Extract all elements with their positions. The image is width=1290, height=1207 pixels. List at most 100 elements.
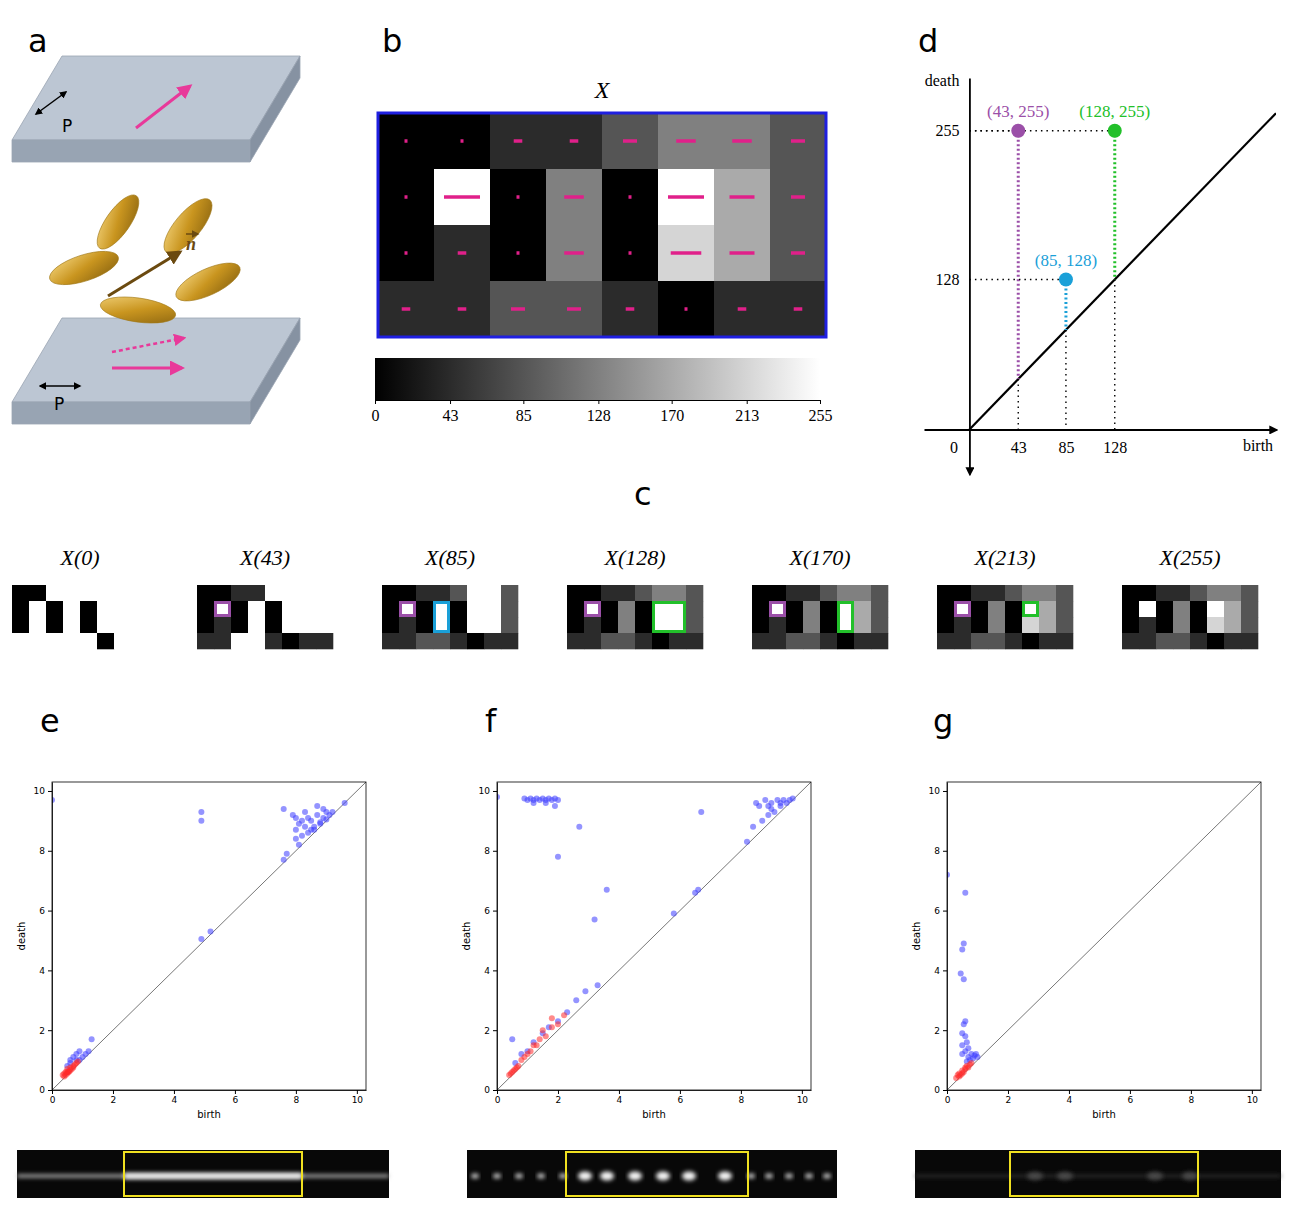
diagonal [969, 113, 1276, 429]
orientation-dash [567, 307, 581, 311]
pixel [416, 585, 433, 601]
panel-label: d [918, 22, 938, 60]
pixel [635, 633, 652, 649]
grid-title: X [594, 77, 611, 103]
point-label: (85, 128) [1035, 251, 1097, 270]
plate-face [12, 140, 250, 162]
point [561, 1012, 567, 1018]
tick: 128 [587, 400, 611, 424]
pixel [769, 617, 786, 633]
pixel [484, 617, 501, 633]
point [198, 818, 204, 824]
point [555, 797, 561, 803]
pixel [97, 601, 114, 617]
diagonal [52, 782, 366, 1090]
pixel [786, 585, 803, 601]
tick: 255 [935, 122, 969, 139]
orientation-dash [791, 251, 805, 255]
micrograph [915, 1150, 1281, 1198]
point [302, 809, 308, 815]
pixel [567, 617, 584, 633]
pixel [854, 617, 871, 633]
tick-mark [48, 911, 52, 912]
pixel [382, 585, 399, 601]
axis-line [948, 1090, 1262, 1091]
pixel [197, 601, 214, 617]
tick-mark [174, 1090, 175, 1094]
filtration-step: X(85) [382, 545, 518, 649]
guide-line [969, 130, 1114, 131]
pixel [1173, 617, 1190, 633]
pixel [80, 617, 97, 633]
tick: 2 [484, 1026, 497, 1036]
hole-box [1024, 603, 1038, 616]
pixel [546, 113, 602, 169]
pixel [602, 169, 658, 225]
plate-face [250, 56, 300, 162]
hole-box [771, 603, 785, 616]
pixel [601, 601, 618, 617]
tick-mark [493, 1030, 497, 1031]
step-title: X(43) [239, 545, 290, 570]
pixel [1139, 585, 1156, 601]
droplet [765, 1174, 773, 1179]
tick-mark [1008, 1090, 1009, 1094]
tick-label: 8 [934, 846, 940, 856]
pixel [1173, 585, 1190, 601]
point [555, 1021, 561, 1027]
orientation-dash [730, 195, 755, 199]
panel-label: a [28, 22, 48, 60]
pixel [434, 169, 490, 225]
point [595, 982, 601, 988]
point [671, 911, 677, 917]
pixel [937, 633, 954, 649]
pixel [46, 617, 63, 633]
point [959, 1071, 965, 1077]
axis-line [497, 783, 498, 1091]
colorbar-axis: 04385128170213255 [372, 400, 833, 424]
tick-label: 43 [1011, 439, 1027, 456]
molecule [46, 245, 123, 292]
point [86, 1048, 92, 1054]
tick: 0 [39, 1085, 52, 1095]
top-polarizer [12, 56, 300, 162]
point [756, 803, 762, 809]
tick-mark [802, 1090, 803, 1094]
pixel [714, 113, 770, 169]
pixel [1156, 601, 1173, 617]
pixel [584, 601, 601, 617]
pixel [316, 601, 333, 617]
orientation-dash [570, 139, 579, 143]
pixel [490, 169, 546, 225]
pixel [282, 617, 299, 633]
pixel [602, 113, 658, 169]
pixel [1122, 633, 1139, 649]
pixel [450, 633, 467, 649]
persistence-bar [1017, 131, 1020, 379]
pixel [214, 617, 231, 633]
tick: 6 [484, 906, 497, 916]
point [543, 800, 549, 806]
tick-mark [1069, 1090, 1070, 1094]
pixel [231, 585, 248, 601]
tick-label: 2 [1006, 1095, 1012, 1105]
point [531, 800, 537, 806]
step-title: X(170) [788, 545, 850, 570]
pixel [1241, 617, 1258, 633]
orientation-dash [732, 139, 752, 143]
tick-mark [943, 1090, 947, 1091]
tick-mark [680, 1090, 681, 1094]
tick-label: 0 [945, 1095, 951, 1105]
pixel [1139, 633, 1156, 649]
pixel [434, 113, 490, 169]
pixel [820, 601, 837, 617]
point [317, 819, 323, 825]
pixel [265, 585, 282, 601]
point [293, 815, 299, 821]
pixel [12, 601, 29, 617]
plot-area [52, 782, 366, 1090]
tick-label: 8 [739, 1095, 745, 1105]
pixel [1039, 585, 1056, 601]
pixel [450, 585, 467, 601]
tick: 4 [39, 966, 52, 976]
